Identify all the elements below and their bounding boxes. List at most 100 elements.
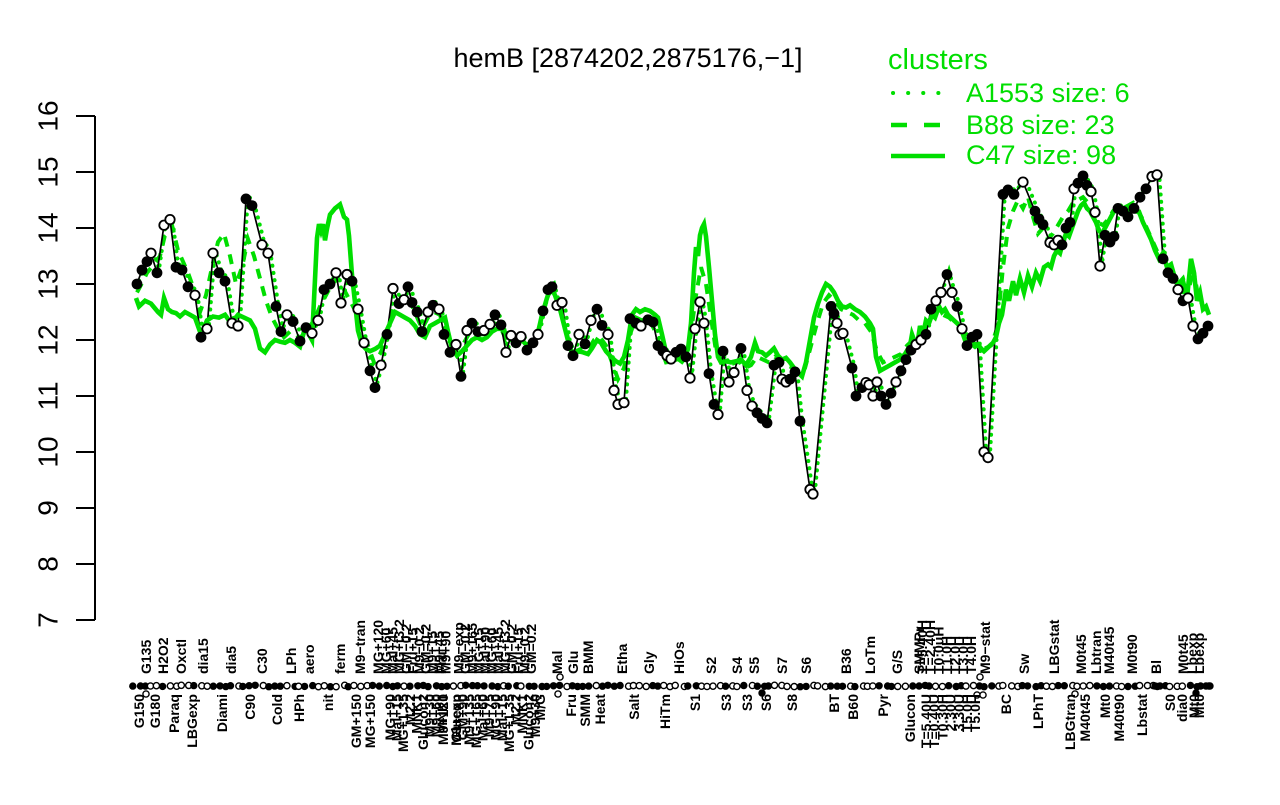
svg-text:LBGstat: LBGstat xyxy=(1046,619,1062,674)
svg-text:M2.2: M2.2 xyxy=(507,694,523,725)
svg-text:M9+75: M9+75 xyxy=(481,694,497,737)
svg-text:dia15: dia15 xyxy=(195,638,211,674)
svg-text:M40t45: M40t45 xyxy=(1077,694,1093,742)
svg-text:GM−0.2: GM−0.2 xyxy=(457,624,473,674)
svg-text:Mal: Mal xyxy=(549,651,565,674)
svg-text:Mal+45: Mal+45 xyxy=(385,627,401,674)
svg-text:LPh: LPh xyxy=(283,648,299,674)
svg-text:M9−tran: M9−tran xyxy=(352,620,368,674)
svg-text:Oxctl: Oxctl xyxy=(173,639,189,674)
svg-text:Glu: Glu xyxy=(565,651,581,674)
svg-text:Salt: Salt xyxy=(626,694,642,720)
svg-text:Mal+90: Mal+90 xyxy=(477,627,493,674)
svg-text:T5.0H: T5.0H xyxy=(959,694,975,732)
svg-text:Paraq: Paraq xyxy=(166,694,182,733)
svg-text:LPhT: LPhT xyxy=(1030,694,1046,729)
svg-text:M9+135: M9+135 xyxy=(461,694,477,745)
svg-text:14: 14 xyxy=(33,212,64,243)
svg-text:T3.0H: T3.0H xyxy=(955,636,971,674)
svg-text:M9+15: M9+15 xyxy=(424,631,440,674)
svg-text:Fru: Fru xyxy=(563,694,579,717)
svg-text:M2.2: M2.2 xyxy=(402,694,418,725)
svg-text:9: 9 xyxy=(33,500,64,516)
svg-text:A1553 size: 6: A1553 size: 6 xyxy=(966,78,1130,108)
svg-text:MG+150: MG+150 xyxy=(362,694,378,748)
svg-text:GM=0.2: GM=0.2 xyxy=(418,624,434,674)
svg-text:S6: S6 xyxy=(758,694,774,711)
svg-text:T5.0H: T5.0H xyxy=(967,694,983,732)
svg-text:M40t45: M40t45 xyxy=(1101,626,1117,674)
svg-text:Mt0: Mt0 xyxy=(1097,694,1113,718)
svg-text:T4.0H: T4.0H xyxy=(963,636,979,674)
svg-text:M40t90: M40t90 xyxy=(1111,694,1127,742)
svg-text:Cold: Cold xyxy=(269,694,285,725)
svg-text:MG+90: MG+90 xyxy=(382,694,398,741)
svg-text:S7: S7 xyxy=(774,657,790,674)
svg-text:T=0.40U: T=0.40U xyxy=(926,694,942,748)
svg-text:B88 size: 23: B88 size: 23 xyxy=(966,110,1115,140)
svg-text:10: 10 xyxy=(33,436,64,467)
svg-text:Glucon2: Glucon2 xyxy=(521,694,537,750)
svg-text:GM+150: GM+150 xyxy=(348,694,364,748)
svg-text:S8: S8 xyxy=(784,694,800,711)
svg-text:B60: B60 xyxy=(845,694,861,720)
svg-text:Glucon2: Glucon2 xyxy=(415,694,431,750)
svg-text:MG+165: MG+165 xyxy=(468,694,484,748)
svg-text:S1: S1 xyxy=(687,694,703,711)
svg-text:Fru: Fru xyxy=(433,651,449,674)
svg-text:3.30U: 3.30U xyxy=(951,694,967,731)
svg-text:Pyr: Pyr xyxy=(875,693,891,716)
svg-text:T=2.40H: T=2.40H xyxy=(922,620,938,674)
svg-text:M9+45: M9+45 xyxy=(431,631,447,674)
svg-text:11: 11 xyxy=(33,381,64,410)
svg-text:Mt0: Mt0 xyxy=(1186,694,1202,718)
svg-text:C47 size: 98: C47 size: 98 xyxy=(966,140,1116,170)
svg-text:MG+120: MG+120 xyxy=(370,620,386,674)
svg-text:M0t90: M0t90 xyxy=(1124,634,1140,674)
svg-text:dia0: dia0 xyxy=(1174,694,1190,722)
svg-text:BC: BC xyxy=(998,694,1014,714)
svg-text:HPh: HPh xyxy=(291,694,307,722)
svg-text:M9+60: M9+60 xyxy=(428,694,444,737)
svg-text:hemB [2874202,2875176,−1]: hemB [2874202,2875176,−1] xyxy=(453,43,802,73)
svg-text:GM−0.2: GM−0.2 xyxy=(503,624,519,674)
svg-text:Glucon: Glucon xyxy=(448,694,464,742)
svg-text:T2.0H: T2.0H xyxy=(947,636,963,674)
svg-text:LoTm: LoTm xyxy=(862,636,878,674)
svg-text:M9+30: M9+30 xyxy=(422,694,438,737)
svg-text:M9+30: M9+30 xyxy=(527,694,543,737)
svg-text:Sw: Sw xyxy=(1016,654,1032,674)
svg-text:GM+90: GM+90 xyxy=(455,694,471,741)
svg-text:T=5.40H: T=5.40H xyxy=(914,620,930,674)
svg-text:7: 7 xyxy=(33,612,64,628)
svg-text:M9+120: M9+120 xyxy=(435,694,451,745)
svg-text:G180: G180 xyxy=(147,694,163,728)
svg-text:M0t45: M0t45 xyxy=(1073,634,1089,674)
svg-text:M9+exp: M9+exp xyxy=(448,694,464,746)
svg-text:Diami: Diami xyxy=(214,694,230,732)
svg-text:Lbtran: Lbtran xyxy=(1088,630,1104,674)
svg-text:Mt0: Mt0 xyxy=(1191,694,1207,718)
svg-text:S3: S3 xyxy=(718,694,734,711)
svg-text:Fru+15: Fru+15 xyxy=(510,627,526,674)
svg-text:Lbstat: Lbstat xyxy=(1134,694,1150,736)
svg-text:M9−0.2: M9−0.2 xyxy=(411,627,427,674)
svg-text:Mal+15: Mal+15 xyxy=(389,694,405,741)
svg-text:G150: G150 xyxy=(131,694,147,728)
svg-text:M9−exp: M9−exp xyxy=(451,622,467,674)
svg-text:16: 16 xyxy=(33,100,64,131)
svg-text:MG+60: MG+60 xyxy=(484,627,500,674)
svg-text:M0t45: M0t45 xyxy=(1175,634,1191,674)
svg-text:S2: S2 xyxy=(703,657,719,674)
svg-text:MNK1: MNK1 xyxy=(408,694,424,734)
svg-text:MG+t3.2: MG+t3.2 xyxy=(497,619,513,674)
svg-text:M9+90: M9+90 xyxy=(437,631,453,674)
svg-text:MNK1: MNK1 xyxy=(434,694,450,734)
svg-text:S4: S4 xyxy=(729,657,745,674)
svg-text:LBGtran: LBGtran xyxy=(1062,694,1078,750)
svg-text:S5: S5 xyxy=(746,657,762,674)
svg-text:Mal+15: Mal+15 xyxy=(494,694,510,741)
svg-text:Bl: Bl xyxy=(1148,660,1164,674)
svg-text:MNK1: MNK1 xyxy=(514,694,530,734)
svg-text:SMM: SMM xyxy=(577,694,593,727)
